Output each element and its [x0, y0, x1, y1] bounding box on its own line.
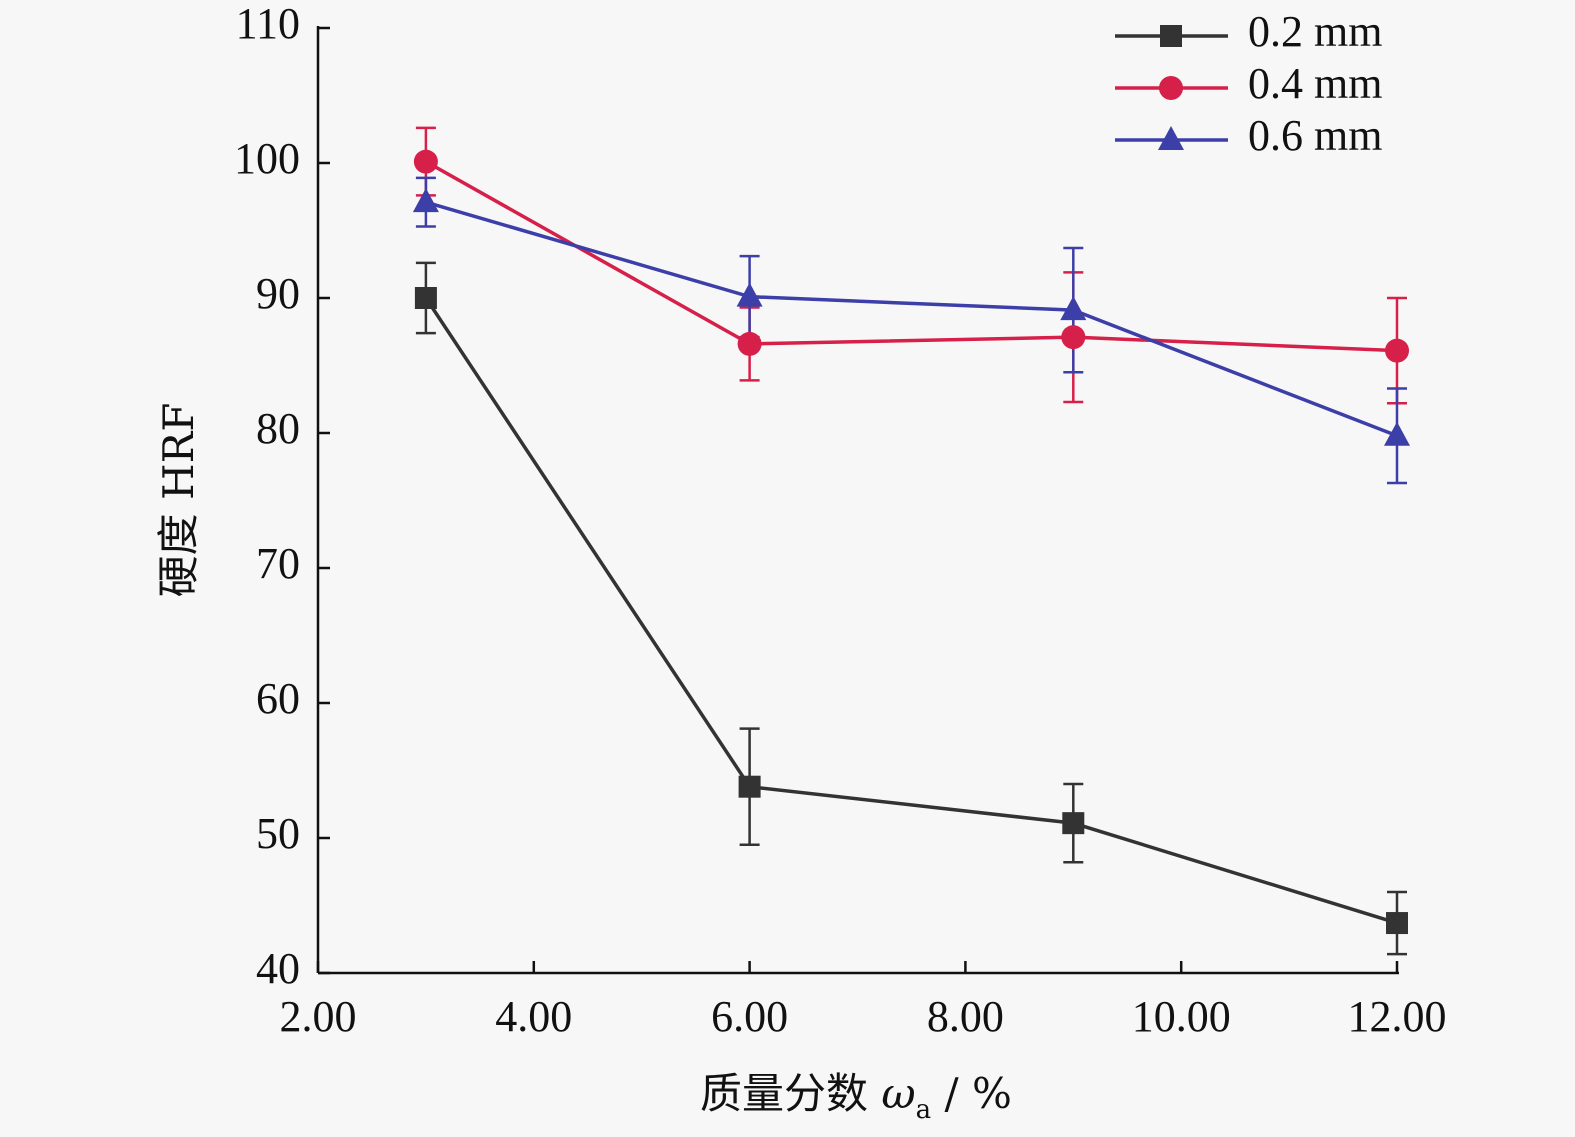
x-tick-label: 12.00	[1348, 992, 1447, 1041]
x-axis-label-main: 质量分数	[700, 1069, 881, 1118]
data-point-0	[414, 287, 437, 309]
axes: 2.00 4.00 6.00 8.00 10.00 12.00 40 50 60 70 80 90 10…	[234, 0, 1447, 1041]
data-point-2	[736, 282, 763, 307]
x-tick-label: 10.00	[1132, 992, 1231, 1041]
x-axis-label-unit: / %	[931, 1069, 1012, 1118]
x-tick-label: 4.00	[495, 992, 572, 1041]
data-point-2	[1384, 421, 1410, 446]
x-tick-label: 2.00	[280, 992, 357, 1041]
series-lines	[424, 160, 1398, 925]
x-tick-label: 6.00	[711, 992, 788, 1041]
error-bars	[415, 126, 1407, 956]
x-axis-label: 质量分数 ωa / %	[700, 1069, 1012, 1125]
y-tick-label: 90	[256, 269, 300, 318]
x-axis-label-subscript: a	[916, 1095, 932, 1125]
series-line-2	[425, 200, 1398, 438]
series-line-0	[424, 297, 1398, 925]
data-point-1	[737, 331, 762, 356]
series-line-1	[425, 160, 1398, 353]
y-tick-label: 110	[236, 0, 300, 48]
legend-label-2: 0.6 mm	[1248, 111, 1382, 160]
legend-label-0: 0.2 mm	[1248, 7, 1382, 56]
legend-marker-2	[1158, 126, 1184, 150]
data-point-0	[1386, 912, 1408, 935]
data-point-0	[738, 775, 761, 798]
y-tick-label: 100	[234, 134, 300, 183]
data-point-1	[413, 149, 438, 174]
x-axis-label-symbol: ω	[881, 1069, 915, 1118]
series-markers	[412, 149, 1410, 935]
data-point-1	[1385, 338, 1409, 363]
y-tick-label: 60	[256, 674, 300, 723]
legend-marker-0	[1160, 25, 1182, 47]
y-tick-label: 70	[256, 539, 300, 588]
data-point-1	[1061, 325, 1086, 350]
legend: 0.2 mm0.4 mm0.6 mm	[1115, 7, 1382, 160]
x-tick-label: 8.00	[927, 992, 1004, 1041]
legend-label-1: 0.4 mm	[1248, 59, 1382, 108]
data-point-2	[412, 188, 439, 213]
y-tick-label: 50	[256, 809, 300, 858]
data-point-0	[1062, 812, 1085, 835]
y-axis-label: 硬度 HRF	[154, 403, 203, 598]
legend-marker-1	[1159, 76, 1183, 100]
y-tick-label: 40	[256, 944, 300, 993]
data-point-2	[1060, 296, 1087, 321]
y-tick-label: 80	[256, 404, 300, 453]
